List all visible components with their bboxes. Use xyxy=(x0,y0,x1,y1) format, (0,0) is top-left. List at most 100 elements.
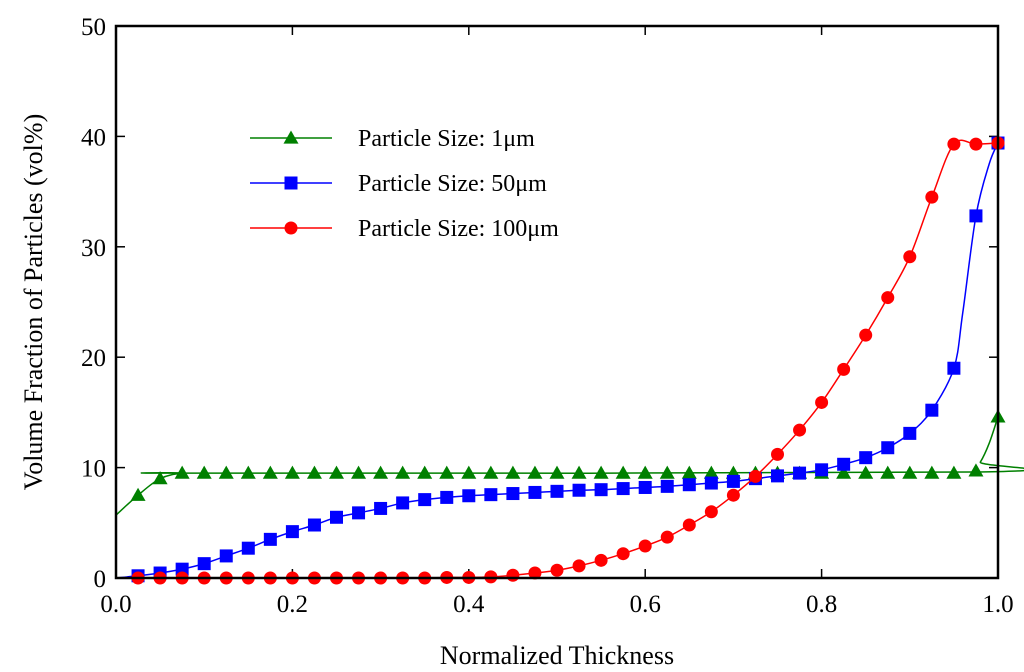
data-point-50um xyxy=(859,451,873,465)
data-point-100um xyxy=(969,137,983,151)
x-tick-label: 0.4 xyxy=(453,591,485,618)
data-point-100um xyxy=(859,328,873,342)
data-point-50um xyxy=(462,489,476,503)
data-point-1um xyxy=(174,465,190,479)
data-point-1um xyxy=(946,465,962,479)
data-point-50um xyxy=(550,484,564,498)
series-50um xyxy=(115,136,1005,583)
data-point-50um xyxy=(881,441,895,455)
data-point-50um xyxy=(241,541,255,555)
data-point-1um xyxy=(395,465,411,479)
data-point-1um xyxy=(593,465,609,479)
data-point-1um xyxy=(461,465,477,479)
data-point-1um xyxy=(306,465,322,479)
legend-label-1um: Particle Size: 1μm xyxy=(358,126,535,152)
y-tick-label: 30 xyxy=(81,235,106,262)
data-point-100um xyxy=(594,553,608,567)
data-point-50um xyxy=(726,474,740,488)
data-point-100um xyxy=(572,559,586,573)
legend-marker-shape xyxy=(283,130,299,144)
x-tick-label: 0.6 xyxy=(630,591,661,618)
data-point-50um xyxy=(307,518,321,532)
data-point-50um xyxy=(572,483,586,497)
legend-item-50um: Particle Size: 50μm xyxy=(250,171,547,197)
data-point-1um xyxy=(351,465,367,479)
series-100um xyxy=(116,136,1005,585)
y-tick-label: 10 xyxy=(81,456,106,483)
data-point-1um xyxy=(836,465,852,479)
data-point-1um xyxy=(218,465,234,479)
data-point-1um xyxy=(615,465,631,479)
data-point-50um xyxy=(418,493,432,507)
data-point-1um xyxy=(262,465,278,479)
data-point-1um xyxy=(130,487,146,501)
data-point-100um xyxy=(793,423,807,437)
data-point-100um xyxy=(748,469,762,483)
data-point-1um xyxy=(373,465,389,479)
data-point-1um xyxy=(902,465,918,479)
data-point-100um xyxy=(881,291,895,305)
data-point-1um xyxy=(571,465,587,479)
data-point-50um xyxy=(969,209,983,223)
data-point-50um xyxy=(285,525,299,539)
data-point-50um xyxy=(528,485,542,499)
data-point-50um xyxy=(638,480,652,494)
legend-item-1um: Particle Size: 1μm xyxy=(250,126,535,152)
data-point-50um xyxy=(925,403,939,417)
data-point-1um xyxy=(858,465,874,479)
plot-series xyxy=(115,136,1024,585)
data-point-50um xyxy=(682,478,696,492)
legend-item-100um: Particle Size: 100μm xyxy=(250,216,559,242)
data-point-1um xyxy=(439,465,455,479)
legend-marker-shape xyxy=(284,221,298,235)
y-tick-label: 0 xyxy=(94,566,107,593)
series-line-50um xyxy=(115,142,999,579)
data-point-50um xyxy=(793,466,807,480)
data-point-50um xyxy=(837,457,851,471)
data-point-50um xyxy=(660,479,674,493)
data-point-100um xyxy=(682,518,696,532)
data-point-50um xyxy=(352,506,366,520)
data-point-100um xyxy=(925,190,939,204)
series-line-100um xyxy=(116,139,999,579)
series-1um xyxy=(115,409,1024,516)
tick-labels: 0.0 0.2 0.4 0.6 0.8 1.0 0 10 20 30 40 50 xyxy=(81,14,1014,618)
data-point-100um xyxy=(815,395,829,409)
legend-marker-shape xyxy=(284,176,298,190)
data-point-1um xyxy=(703,465,719,479)
data-point-100um xyxy=(550,563,564,577)
data-point-100um xyxy=(638,539,652,553)
data-point-1um xyxy=(196,465,212,479)
data-point-100um xyxy=(528,566,542,580)
data-point-50um xyxy=(771,469,784,483)
legend-marker-1um xyxy=(283,130,299,144)
data-point-1um xyxy=(284,465,300,479)
data-point-50um xyxy=(484,488,498,502)
data-point-1um xyxy=(659,465,675,479)
legend-marker-100um xyxy=(284,221,298,235)
data-point-100um xyxy=(771,447,784,461)
data-point-1um xyxy=(417,465,433,479)
x-axis-title: Normalized Thickness xyxy=(440,641,674,670)
data-point-100um xyxy=(837,362,851,376)
data-point-1um xyxy=(505,465,521,479)
x-tick-label: 0.8 xyxy=(806,591,837,618)
data-point-1um xyxy=(527,465,543,479)
data-point-50um xyxy=(704,476,718,490)
legend: Particle Size: 1μm Particle Size: 50μm P… xyxy=(250,126,559,242)
data-point-1um xyxy=(924,465,940,479)
data-point-50um xyxy=(903,426,917,440)
data-point-50um xyxy=(374,501,388,515)
data-point-100um xyxy=(704,505,718,519)
data-point-1um xyxy=(549,465,565,479)
data-point-1um xyxy=(968,463,984,477)
data-point-1um xyxy=(152,471,168,485)
data-point-1um xyxy=(681,465,697,479)
x-tick-label: 0.2 xyxy=(277,591,308,618)
legend-marker-50um xyxy=(284,176,298,190)
data-point-50um xyxy=(396,496,410,510)
data-point-50um xyxy=(947,361,961,375)
legend-label-100um: Particle Size: 100μm xyxy=(358,216,559,242)
data-point-100um xyxy=(903,250,917,264)
data-point-1um xyxy=(240,465,256,479)
